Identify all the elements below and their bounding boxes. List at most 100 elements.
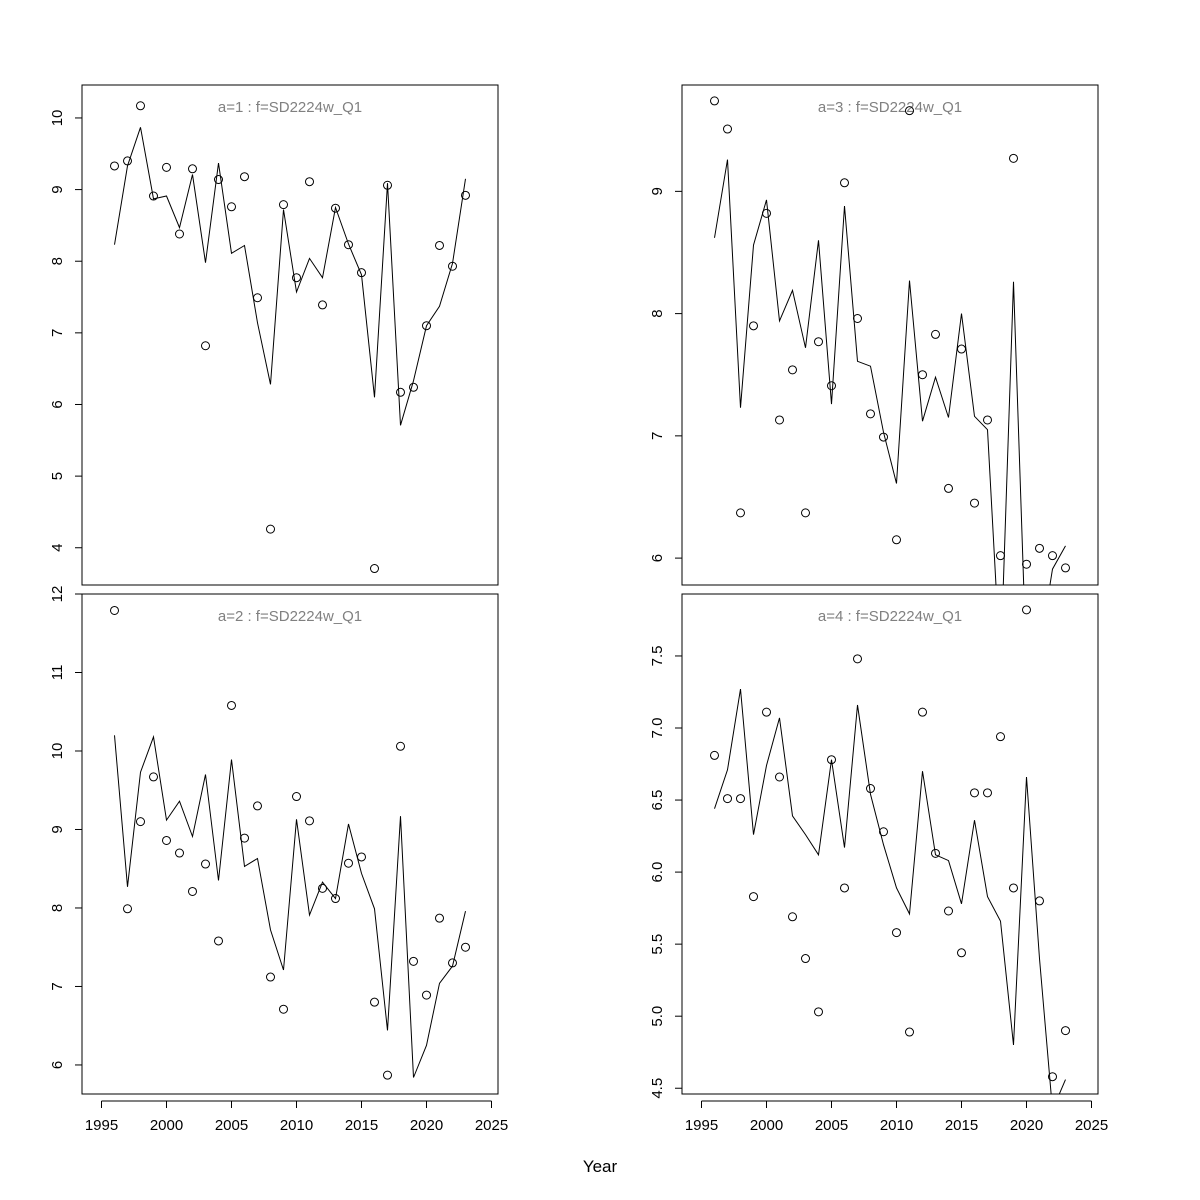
plot-frame: [81, 593, 499, 1095]
panel-1: a=1 : f=SD2224w_Q1 4 5 6 7 8 9 10: [49, 84, 499, 586]
observed-point: [827, 755, 836, 765]
observed-point: [396, 387, 405, 397]
observed-point: [892, 535, 901, 545]
x-axis-label: Year: [583, 1157, 618, 1176]
observed-point: [422, 990, 431, 1000]
x-tick-label: 2005: [815, 1117, 848, 1134]
observed-point: [918, 370, 927, 380]
y-tick-label: 11: [49, 665, 66, 681]
observed-point: [775, 415, 784, 425]
y-tick-label: 7.0: [649, 718, 666, 739]
observed-point: [240, 833, 249, 843]
y-tick-label: 10: [49, 110, 66, 127]
x-tick-label: 2015: [345, 1117, 378, 1134]
observed-point: [396, 741, 405, 751]
observed-point: [175, 848, 184, 858]
observed-point: [970, 498, 979, 508]
observed-point: [383, 180, 392, 190]
y-tick-label: 8: [49, 904, 66, 912]
observed-point: [866, 409, 875, 419]
observed-point: [1061, 1026, 1070, 1036]
y-tick-label: 7: [649, 432, 666, 440]
observed-point: [201, 859, 210, 869]
observed-point: [162, 835, 171, 845]
observed-point: [279, 1004, 288, 1014]
observed-point: [292, 792, 301, 802]
observed-point: [149, 191, 158, 201]
y-tick-label: 4.5: [649, 1078, 666, 1099]
x-tick-label: 2020: [1010, 1117, 1043, 1134]
observed-point: [227, 700, 236, 710]
observed-point: [435, 913, 444, 923]
observed-point: [253, 801, 262, 811]
observed-point: [879, 827, 888, 837]
observed-point: [422, 321, 431, 331]
observed-point: [214, 936, 223, 946]
observed-point: [292, 273, 301, 283]
x-tick-label: 2025: [475, 1117, 508, 1134]
observed-point: [266, 972, 275, 982]
y-tick-label: 6: [49, 400, 66, 408]
observed-point: [461, 190, 470, 200]
fitted-line: [714, 159, 1066, 585]
y-tick-label: 5: [49, 472, 66, 480]
observed-point: [344, 858, 353, 868]
observed-point: [840, 883, 849, 893]
observed-point: [1022, 605, 1031, 615]
observed-point: [110, 161, 119, 171]
observed-point: [840, 178, 849, 188]
x-tick-label: 2010: [280, 1117, 313, 1134]
plot-frame: [681, 84, 1099, 586]
y-tick-label: 6.5: [649, 790, 666, 811]
x-tick-label: 2010: [880, 1117, 913, 1134]
x-tick-label: 2025: [1075, 1117, 1108, 1134]
y-tick-label: 5.0: [649, 1006, 666, 1027]
panel-title: a=3 : f=SD2224w_Q1: [818, 99, 962, 116]
observed-point: [305, 816, 314, 826]
observed-point: [409, 956, 418, 966]
panel-4: a=4 : f=SD2224w_Q1 4.5 5.0 5.5 6.0 6.5 7.0 7.5 1…: [649, 593, 1108, 1134]
x-tick-label: 1995: [685, 1117, 718, 1134]
observed-point: [710, 96, 719, 106]
panel-title: a=1 : f=SD2224w_Q1: [218, 99, 362, 116]
observed-point: [1035, 543, 1044, 553]
observed-point: [214, 175, 223, 185]
observed-point: [253, 293, 262, 303]
plot-frame: [81, 84, 499, 586]
panel-2: a=3 : f=SD2224w_Q1 6 7 8 9: [649, 84, 1099, 586]
observed-point: [318, 300, 327, 310]
plot-frame: [681, 593, 1099, 1095]
panel-title: a=4 : f=SD2224w_Q1: [818, 608, 962, 625]
y-tick-label: 6.0: [649, 862, 666, 883]
observed-point: [957, 344, 966, 354]
y-tick-label: 10: [49, 743, 66, 760]
observed-point: [944, 906, 953, 916]
observed-point: [801, 954, 810, 964]
fitted-line: [114, 734, 466, 1078]
y-tick-label: 5.5: [649, 934, 666, 955]
observed-point: [370, 564, 379, 574]
observed-point: [931, 329, 940, 339]
observed-point: [749, 892, 758, 902]
panel-title: a=2 : f=SD2224w_Q1: [218, 608, 362, 625]
y-tick-label: 8: [649, 309, 666, 317]
observed-point: [136, 817, 145, 827]
observed-point: [136, 101, 145, 111]
y-tick-label: 6: [49, 1061, 66, 1069]
observed-point: [749, 321, 758, 331]
observed-point: [853, 654, 862, 664]
observed-point: [931, 848, 940, 858]
observed-point: [201, 341, 210, 351]
observed-point: [435, 240, 444, 250]
x-tick-label: 1995: [85, 1117, 118, 1134]
y-tick-label: 12: [49, 586, 66, 603]
observed-point: [866, 784, 875, 794]
y-tick-label: 7: [49, 982, 66, 990]
observed-point: [1035, 896, 1044, 906]
observed-point: [788, 912, 797, 922]
y-tick-label: 8: [49, 257, 66, 265]
observed-point: [461, 942, 470, 952]
y-tick-label: 7: [49, 329, 66, 337]
observed-point: [983, 415, 992, 425]
